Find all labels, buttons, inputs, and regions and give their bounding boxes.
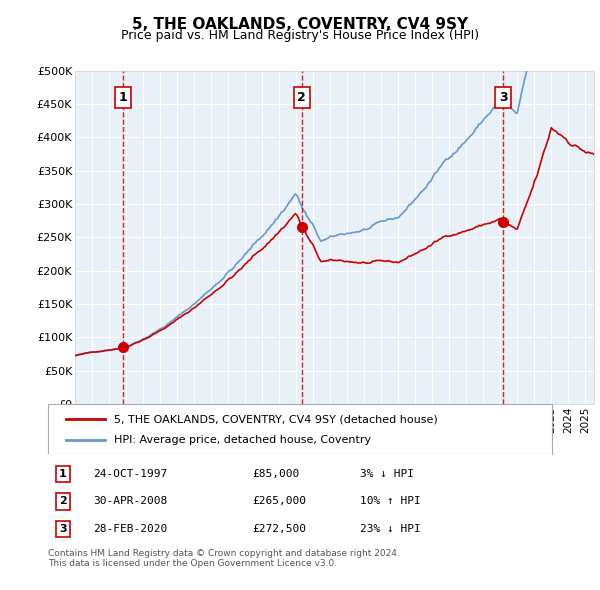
Text: 28-FEB-2020: 28-FEB-2020 bbox=[93, 524, 167, 534]
Text: 1: 1 bbox=[119, 91, 127, 104]
Text: 5, THE OAKLANDS, COVENTRY, CV4 9SY (detached house): 5, THE OAKLANDS, COVENTRY, CV4 9SY (deta… bbox=[114, 414, 438, 424]
Text: £265,000: £265,000 bbox=[252, 496, 306, 506]
Text: 1: 1 bbox=[59, 468, 67, 478]
Text: 24-OCT-1997: 24-OCT-1997 bbox=[93, 468, 167, 478]
Text: 3: 3 bbox=[499, 91, 508, 104]
Text: 2: 2 bbox=[59, 496, 67, 506]
Text: £272,500: £272,500 bbox=[252, 524, 306, 534]
Text: 23% ↓ HPI: 23% ↓ HPI bbox=[360, 524, 421, 534]
Text: £85,000: £85,000 bbox=[252, 468, 299, 478]
Text: 5, THE OAKLANDS, COVENTRY, CV4 9SY: 5, THE OAKLANDS, COVENTRY, CV4 9SY bbox=[132, 17, 468, 31]
Text: 10% ↑ HPI: 10% ↑ HPI bbox=[360, 496, 421, 506]
Text: Price paid vs. HM Land Registry's House Price Index (HPI): Price paid vs. HM Land Registry's House … bbox=[121, 30, 479, 42]
Text: HPI: Average price, detached house, Coventry: HPI: Average price, detached house, Cove… bbox=[114, 435, 371, 445]
Text: 2: 2 bbox=[298, 91, 306, 104]
Text: 30-APR-2008: 30-APR-2008 bbox=[93, 496, 167, 506]
Text: 3% ↓ HPI: 3% ↓ HPI bbox=[360, 468, 414, 478]
Text: Contains HM Land Registry data © Crown copyright and database right 2024.
This d: Contains HM Land Registry data © Crown c… bbox=[48, 549, 400, 568]
Text: 3: 3 bbox=[59, 524, 67, 534]
